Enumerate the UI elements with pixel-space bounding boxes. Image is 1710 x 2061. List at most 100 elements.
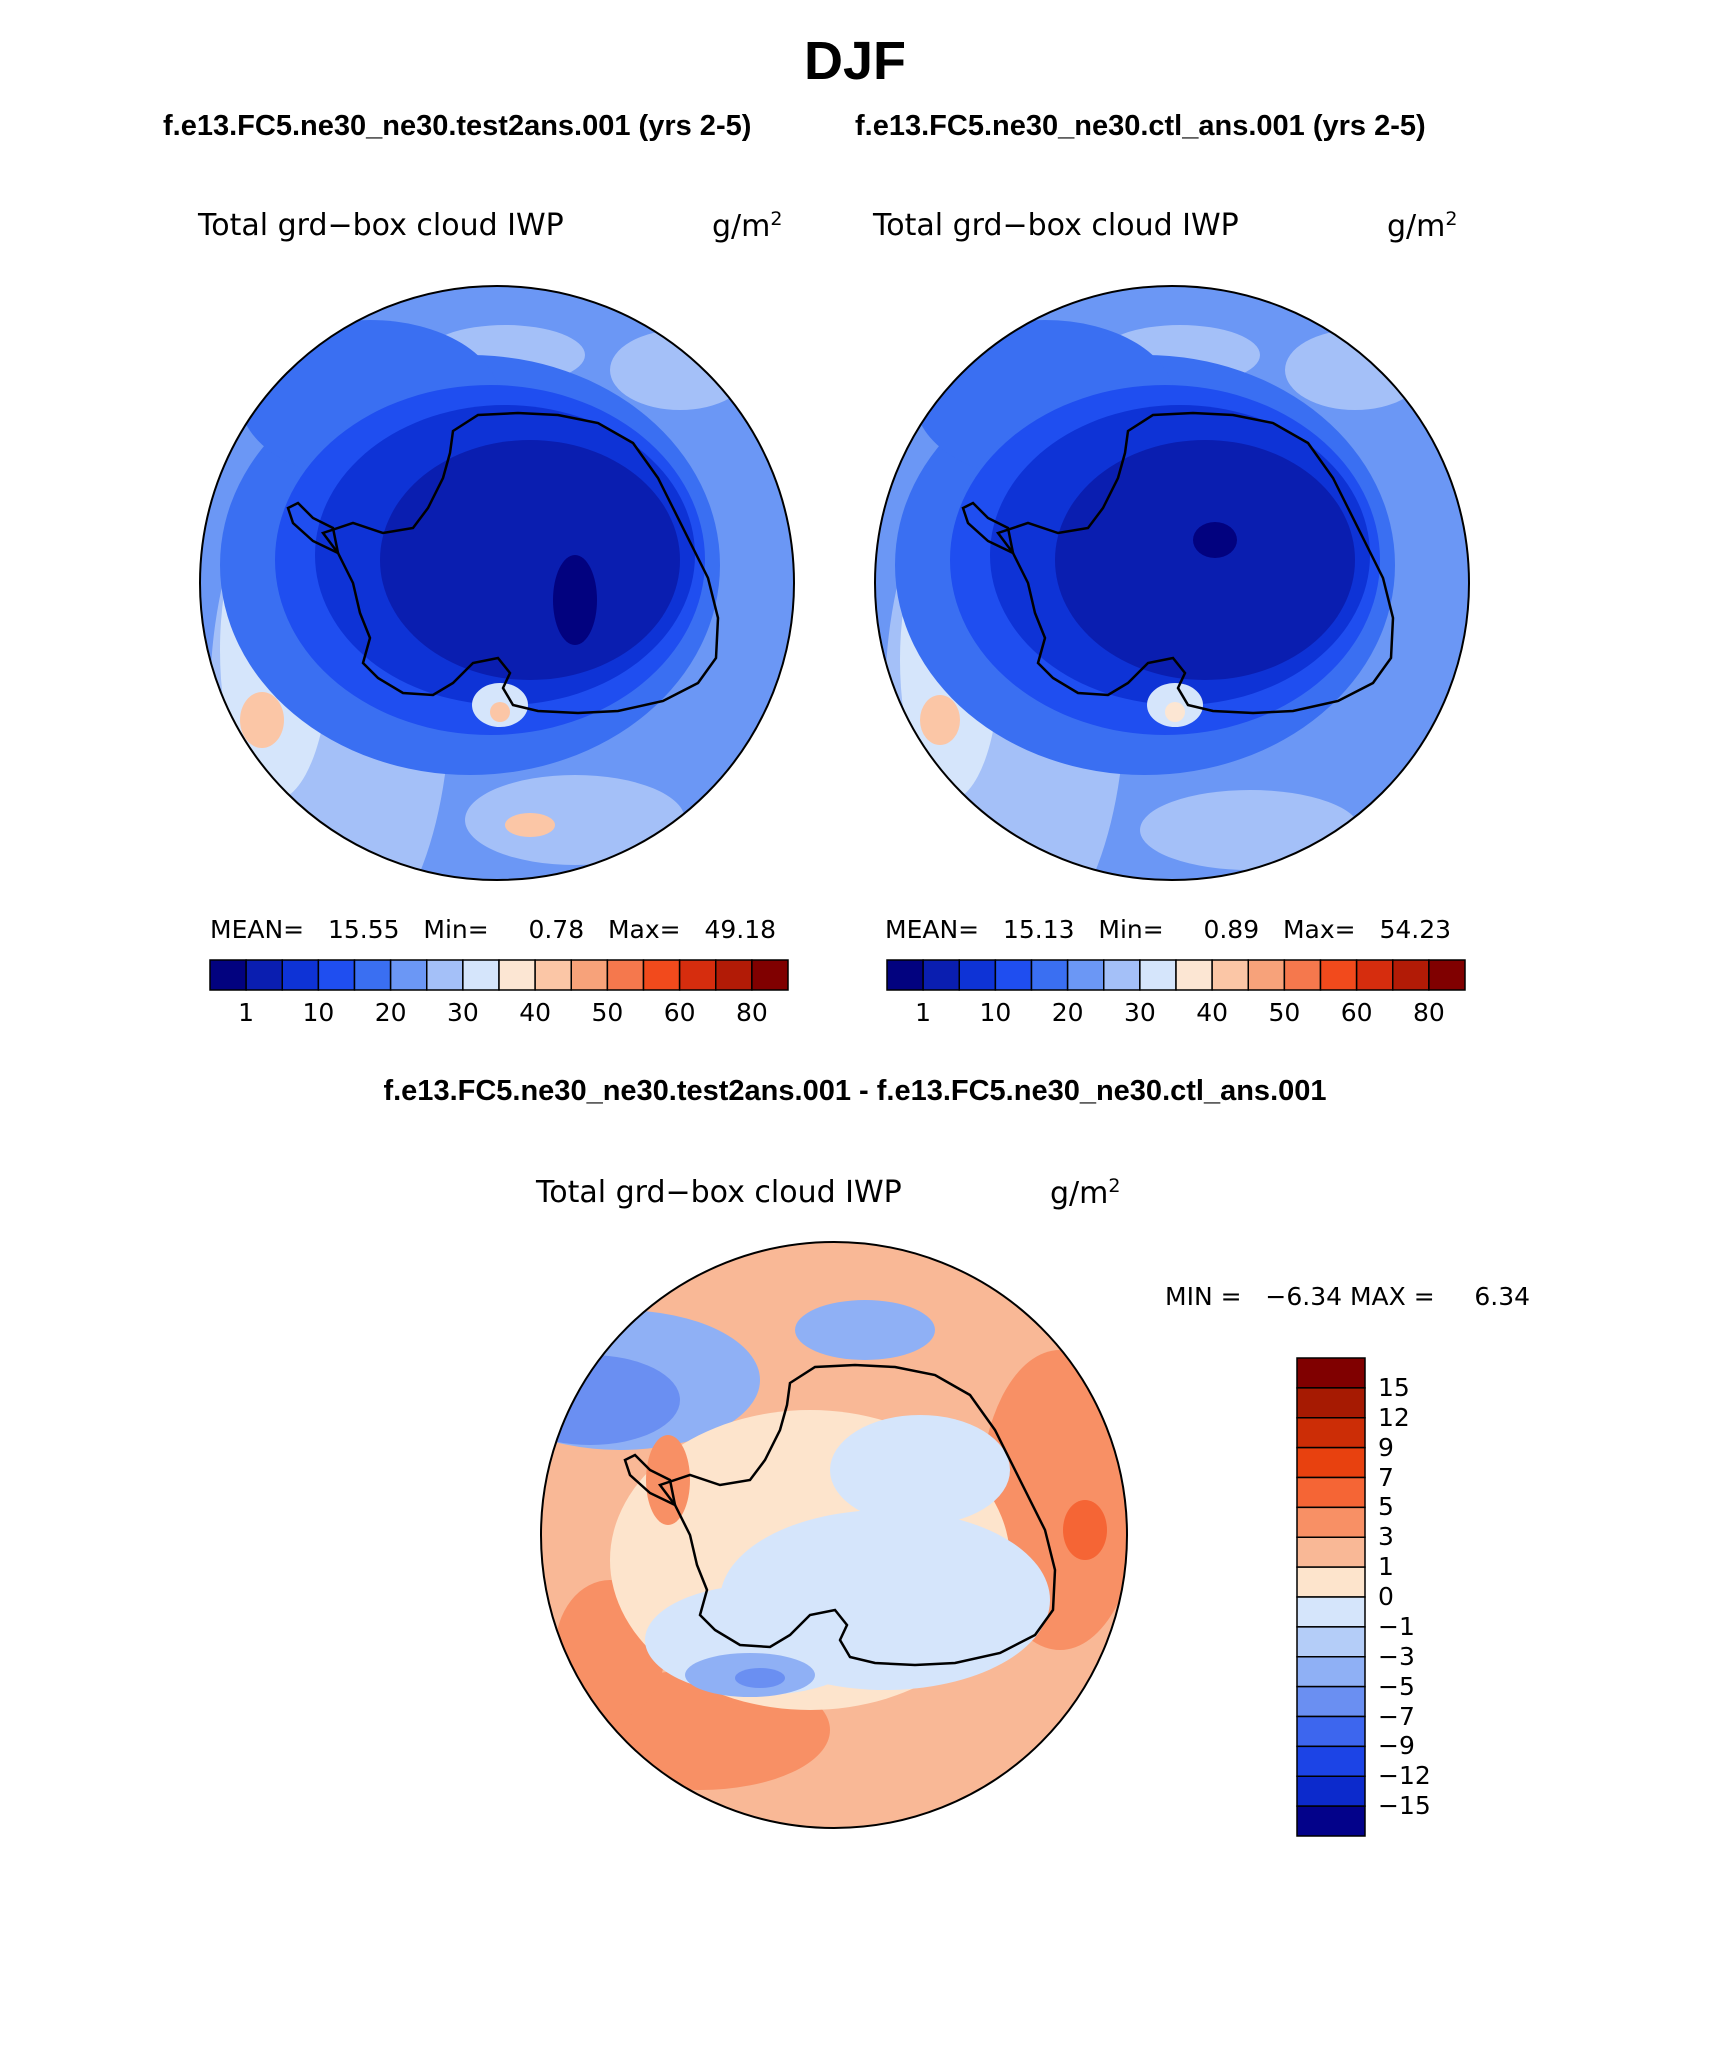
difference-colorbar-box — [1296, 1536, 1366, 1568]
panel-2-colorbar-box — [1355, 959, 1394, 991]
panel-2-map-border — [874, 285, 1470, 881]
panel-1-colorbar-box — [317, 959, 356, 991]
difference-colorbar-box — [1296, 1446, 1366, 1479]
difference-colorbar-tick-label: −3 — [1378, 1641, 1415, 1671]
panel-2-colorbar-box — [958, 959, 997, 991]
difference-colorbar-tick-label: 9 — [1378, 1432, 1394, 1462]
panel-1-map — [200, 286, 794, 880]
panel-1-colorbar-box — [245, 959, 283, 991]
panel-1-stats: MEAN= 15.55 Min= 0.78 Max= 49.18 — [210, 915, 777, 944]
difference-colorbar-box — [1296, 1476, 1366, 1509]
difference-variable-label: Total grd−box cloud IWP — [536, 1175, 902, 1210]
panel-2-colorbar-box — [994, 959, 1033, 991]
difference-units: g/m2 — [1050, 1175, 1121, 1211]
panel-2-units: g/m2 — [1387, 208, 1458, 244]
panel-1-colorbar-tick-label: 20 — [374, 998, 407, 1027]
panel-1-colorbar-box — [570, 959, 609, 991]
difference-colorbar-box — [1296, 1805, 1366, 1837]
difference-colorbar-tick-label: −15 — [1378, 1791, 1431, 1821]
panel-1-colorbar-box — [606, 959, 645, 991]
panel-2-colorbar-box — [1211, 959, 1249, 991]
difference-minmax: MIN = −6.34 MAX = 6.34 — [1165, 1282, 1531, 1311]
difference-colorbar-box — [1296, 1357, 1366, 1389]
panel-2-colorbar-box — [1392, 959, 1430, 991]
panel-2-colorbar-box — [1247, 959, 1286, 991]
panel-2-colorbar-box — [1175, 959, 1213, 991]
difference-colorbar-box — [1296, 1626, 1366, 1658]
difference-colorbar-tick-label: −7 — [1378, 1701, 1415, 1731]
panel-2-colorbar-tick-label: 10 — [979, 998, 1012, 1027]
panel-2-colorbar-box — [922, 959, 960, 991]
panel-2-colorbar-tick-label: 40 — [1196, 998, 1229, 1027]
panel-2-colorbar-box — [1103, 959, 1141, 991]
panel-2-colorbar-tick-label: 1 — [915, 998, 932, 1027]
difference-colorbar-tick-label: 12 — [1378, 1402, 1410, 1432]
difference-colorbar-box — [1296, 1715, 1366, 1748]
panel-1-colorbar-tick-label: 40 — [519, 998, 552, 1027]
panel-2-colorbar-tick-label: 20 — [1051, 998, 1084, 1027]
panel-1-colorbar — [209, 959, 789, 991]
panel-2-colorbar-tick-label: 30 — [1123, 998, 1156, 1027]
panel-2-colorbar-box — [1139, 959, 1177, 991]
difference-colorbar-box — [1296, 1506, 1366, 1538]
panel-1-units: g/m2 — [712, 208, 783, 244]
difference-colorbar-tick-label: 15 — [1378, 1372, 1410, 1402]
panel-1-colorbar-tick-label: 30 — [446, 998, 479, 1027]
difference-colorbar-tick-label: −9 — [1378, 1731, 1415, 1761]
panel-2-colorbar-box — [1428, 959, 1466, 991]
difference-colorbar-box — [1296, 1685, 1366, 1718]
panel-1-colorbar-box — [498, 959, 536, 991]
difference-map-border — [540, 1241, 1128, 1829]
page-title: DJF — [803, 31, 906, 91]
difference-colorbar-box — [1296, 1596, 1366, 1628]
panel-1-variable-label: Total grd−box cloud IWP — [198, 208, 564, 243]
panel-2-colorbar — [886, 959, 1466, 991]
difference-colorbar-tick-label: 1 — [1378, 1552, 1394, 1582]
panel-1-colorbar-tick-label: 80 — [735, 998, 768, 1027]
difference-colorbar-tick-label: −1 — [1378, 1611, 1415, 1641]
panel-1-colorbar-box — [353, 959, 392, 991]
panel-1-colorbar-box — [642, 959, 681, 991]
panel-2-colorbar-box — [1030, 959, 1069, 991]
difference-colorbar-box — [1296, 1417, 1366, 1449]
panel-1-case-title: f.e13.FC5.ne30_ne30.test2ans.001 (yrs 2-… — [163, 110, 752, 142]
panel-1-colorbar-box — [209, 959, 247, 991]
panel-1-colorbar-box — [715, 959, 753, 991]
panel-1-colorbar-box — [678, 959, 717, 991]
difference-colorbar — [1296, 1357, 1366, 1837]
panel-1-colorbar-box — [534, 959, 572, 991]
panel-2-stats: MEAN= 15.13 Min= 0.89 Max= 54.23 — [885, 915, 1452, 944]
panel-1-colorbar-box — [389, 959, 428, 991]
panel-1-colorbar-tick-label: 10 — [302, 998, 335, 1027]
difference-colorbar-box — [1296, 1566, 1366, 1598]
difference-colorbar-tick-label: 3 — [1378, 1522, 1394, 1552]
panel-2-colorbar-box — [1283, 959, 1322, 991]
panel-2-colorbar-tick-label: 60 — [1340, 998, 1373, 1027]
difference-colorbar-tick-label: −5 — [1378, 1671, 1415, 1701]
difference-colorbar-tick-label: 5 — [1378, 1492, 1394, 1522]
panel-2-colorbar-tick-label: 80 — [1412, 998, 1445, 1027]
panel-1-colorbar-tick-label: 60 — [663, 998, 696, 1027]
difference-colorbar-box — [1296, 1656, 1366, 1688]
panel-1-map-border — [199, 285, 795, 881]
panel-2-colorbar-box — [1066, 959, 1105, 991]
panel-2-colorbar-tick-label: 50 — [1268, 998, 1301, 1027]
panel-1-colorbar-box — [281, 959, 320, 991]
difference-map — [541, 1242, 1127, 1828]
panel-1-colorbar-tick-label: 50 — [591, 998, 624, 1027]
panel-2-colorbar-box — [1319, 959, 1358, 991]
difference-colorbar-box — [1296, 1745, 1366, 1777]
difference-colorbar-box — [1296, 1775, 1366, 1807]
difference-colorbar-tick-label: −12 — [1378, 1761, 1431, 1791]
difference-colorbar-tick-label: 7 — [1378, 1462, 1394, 1492]
panel-1-colorbar-box — [462, 959, 500, 991]
panel-1-colorbar-box — [426, 959, 464, 991]
panel-2-variable-label: Total grd−box cloud IWP — [873, 208, 1239, 243]
difference-colorbar-tick-label: 0 — [1378, 1582, 1394, 1611]
panel-2-colorbar-box — [886, 959, 924, 991]
difference-colorbar-box — [1296, 1387, 1366, 1419]
panel-1-colorbar-box — [751, 959, 789, 991]
panel-2-map — [875, 286, 1469, 880]
panel-1-colorbar-tick-label: 1 — [238, 998, 255, 1027]
